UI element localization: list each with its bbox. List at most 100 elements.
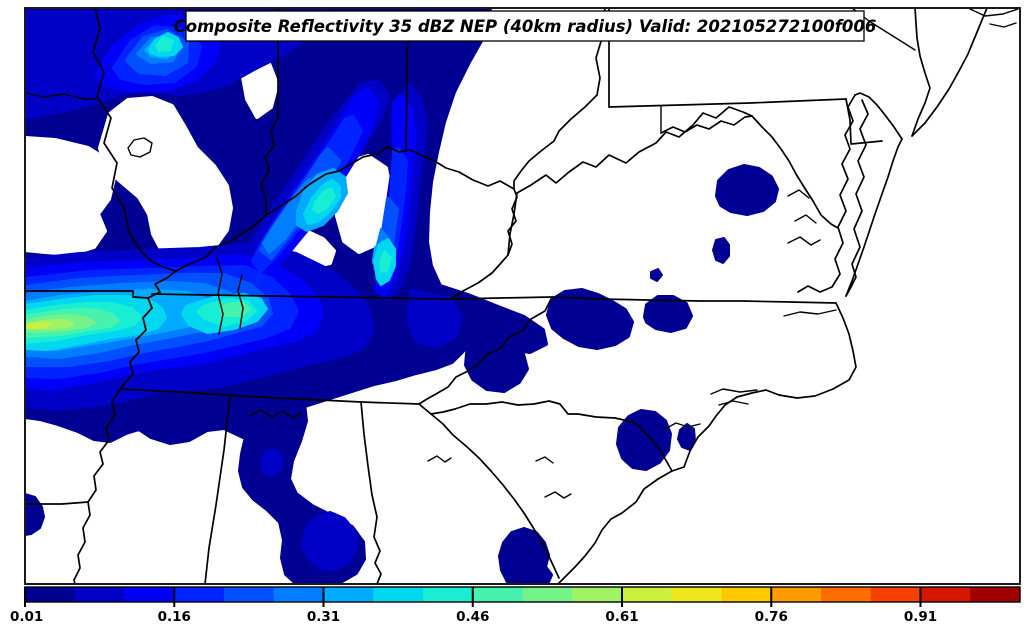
colorbar-segment: [124, 587, 175, 602]
colorbar-segments: [25, 587, 1021, 602]
border-mississippi-river-south: [73, 270, 177, 583]
colorbar-segment: [671, 587, 722, 602]
colorbar-tick-label: 0.46: [456, 609, 489, 625]
lake-southcarolina-1: [535, 456, 554, 464]
colorbar-segment: [920, 587, 971, 602]
border-tennessee-northcarolina: [418, 296, 553, 405]
coast-chesapeake-west: [797, 94, 856, 293]
border-mississippi-alabama: [204, 395, 231, 583]
contour-region-virginia-dc: [715, 164, 779, 216]
border-missouri-river: [26, 92, 97, 100]
border-alabama-georgia: [360, 401, 382, 583]
contour-region-nc-sc-coast: [616, 409, 672, 471]
colorbar-tick-label: 0.31: [307, 609, 340, 625]
sound-pamlico-2: [718, 400, 749, 406]
colorbar-segment: [771, 587, 822, 602]
contour-region-south-georgia: [498, 527, 553, 583]
contour-l9-ky: [312, 187, 336, 214]
contour-hole-illinois: [98, 96, 233, 263]
contour-l9-illinois: [155, 36, 174, 52]
sound-pamlico-1: [710, 388, 758, 395]
colorbar-tick-label: 0.16: [158, 609, 191, 625]
river-york: [794, 214, 817, 224]
river-neuse: [664, 422, 701, 430]
contour-region-sc-coast-small: [677, 423, 696, 451]
border-ohio-river: [175, 146, 515, 272]
border-mason-dixon: [608, 98, 847, 108]
colorbar-segment: [622, 587, 673, 602]
contour-region-virginia-small: [712, 237, 730, 264]
border-westvirginia-virginia: [507, 106, 753, 256]
title-box-background: [185, 10, 865, 42]
sound-albemarle: [783, 309, 837, 317]
coast-carolinas-georgia: [557, 302, 857, 583]
border-georgia-southcarolina: [430, 413, 560, 579]
contour-l2-alabama-1: [260, 449, 284, 477]
border-missouri-arkansas: [26, 290, 149, 299]
colorbar-segment: [870, 587, 921, 602]
colorbar-tick-label: 0.76: [755, 609, 788, 625]
colorbar-segment: [323, 587, 374, 602]
contour-region-va-nc-border-west: [546, 288, 634, 350]
coast-chesapeake-east: [845, 99, 869, 297]
colorbar-tick-label: 0.01: [10, 609, 43, 625]
coast-long-island-sliver: [989, 22, 1017, 28]
colorbar-segment: [273, 587, 324, 602]
colorbar-segment: [74, 587, 125, 602]
coast-delmarva-atlantic: [845, 138, 903, 297]
colorbar-tick-label: 0.61: [605, 609, 638, 625]
contour-speck-va: [650, 268, 663, 282]
map-frame: [24, 7, 1021, 585]
border-potomac-westvirginia: [660, 115, 753, 134]
border-virginia-northcarolina: [551, 296, 837, 304]
colorbar-ticks: 0.01 0.16 0.31 0.46 0.61 0.76 0.91: [10, 587, 937, 625]
contour-region-va-nc-border-east: [643, 295, 693, 333]
contour-hole-missouri: [26, 136, 116, 256]
border-kentucky-tennessee: [151, 293, 452, 300]
colorbar-segment: [472, 587, 523, 602]
coast-delaware-bay-east: [911, 9, 931, 137]
colorbar-segment: [174, 587, 225, 602]
coast-newjersey-atlantic: [911, 9, 988, 137]
border-arkansas-louisiana: [26, 501, 89, 505]
colorbar-segment: [522, 587, 573, 602]
chart-title: Composite Reflectivity 35 dBZ NEP (40km …: [174, 17, 877, 36]
colorbar-segment: [821, 587, 872, 602]
contour-l9-central-ky: [379, 250, 392, 273]
contour-region-mississippi-edge: [26, 493, 45, 536]
colorbar-segment: [25, 587, 76, 602]
colorbar-tick-label: 0.91: [904, 609, 937, 625]
lake-georgia: [427, 455, 452, 463]
river-meander-loop: [127, 137, 153, 158]
border-potomac-virginia: [751, 115, 839, 229]
contour-l13-west-max: [26, 322, 52, 329]
border-illinois-indiana: [260, 9, 279, 216]
contour-l2-alabama-2: [301, 511, 358, 571]
colorbar: 0.01 0.16 0.31 0.46 0.61 0.76 0.91: [10, 586, 1021, 625]
contour-l2-junction: [406, 289, 463, 349]
coast-long-island: [968, 9, 1019, 17]
river-rappahannock: [787, 189, 810, 199]
border-ohio-westvirginia: [513, 9, 606, 190]
probability-contour-field: [26, 9, 779, 583]
river-tennessee-alabama: [249, 409, 302, 419]
lake-southcarolina-2: [544, 491, 572, 499]
title-box: Composite Reflectivity 35 dBZ NEP (40km …: [174, 10, 877, 42]
river-tennessee: [216, 257, 224, 335]
border-kentucky-virginia: [450, 254, 509, 300]
border-tennessee-virginia: [450, 296, 553, 300]
contour-region-smokies: [464, 336, 529, 393]
river-cumberland: [237, 274, 244, 329]
colorbar-segment: [721, 587, 772, 602]
colorbar-segment: [224, 587, 275, 602]
border-tennessee-south: [120, 388, 432, 415]
colorbar-segment: [970, 587, 1021, 602]
river-james: [787, 236, 821, 246]
colorbar-segment: [423, 587, 474, 602]
border-mississippi-river-north: [92, 9, 177, 272]
colorbar-segment: [572, 587, 623, 602]
colorbar-segment: [373, 587, 424, 602]
coast-delaware-bay-west: [854, 92, 903, 140]
